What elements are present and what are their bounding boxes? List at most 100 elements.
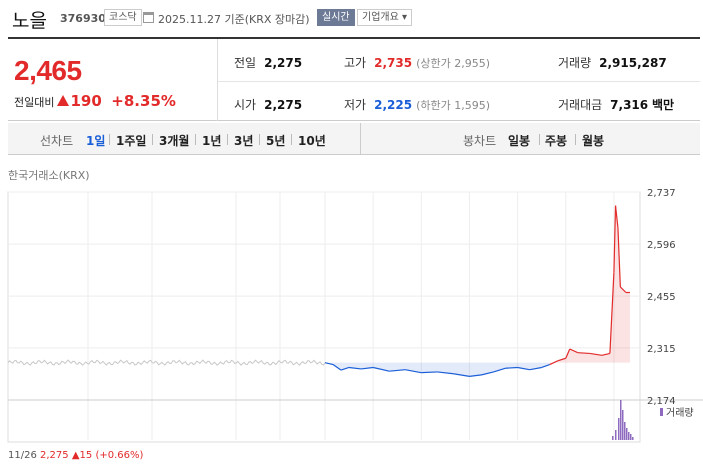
price-segment bbox=[349, 366, 362, 370]
stock-code: 376930 bbox=[60, 12, 106, 25]
price-segment bbox=[541, 363, 550, 369]
price-segment bbox=[373, 366, 390, 372]
prev-day-summary: 11/26 2,275 ▲15 (+0.66%) bbox=[8, 450, 143, 461]
price-segment bbox=[589, 352, 602, 356]
price-segment bbox=[569, 348, 579, 354]
prev-day-percent: (+0.66%) bbox=[95, 450, 144, 461]
calendar-icon bbox=[143, 12, 154, 23]
period-monthly-candle[interactable]: 월봉 bbox=[582, 134, 605, 148]
low-value: 2,225 bbox=[374, 98, 413, 112]
volume-bar bbox=[630, 434, 632, 440]
period-weekly-candle[interactable]: 주봉 bbox=[545, 134, 568, 148]
change-amount: 190 bbox=[70, 92, 102, 110]
change-label: 전일대비 bbox=[14, 96, 55, 109]
company-overview-dropdown[interactable]: 기업개요 ▾ bbox=[357, 9, 412, 26]
trade-value-cell: 거래대금 7,316 백만 bbox=[558, 96, 674, 113]
y-tick-label: 2,315 bbox=[647, 344, 676, 355]
price-segment bbox=[481, 371, 494, 376]
prev-close-value: 2,275 bbox=[264, 56, 303, 70]
price-segment bbox=[613, 205, 617, 273]
low-cell: 저가 2,225 (하한가 1,595) bbox=[344, 96, 490, 113]
volume-bar bbox=[622, 410, 624, 440]
up-triangle-icon bbox=[57, 95, 70, 106]
prev-close-label: 전일 bbox=[234, 56, 257, 70]
volume-bar bbox=[626, 428, 628, 440]
price-box: 2,465 전일대비 190 +8.35% bbox=[8, 39, 218, 121]
volume-label: 거래량 bbox=[558, 56, 592, 70]
open-value: 2,275 bbox=[264, 98, 303, 112]
loss-area bbox=[325, 362, 550, 377]
separator bbox=[195, 134, 196, 145]
separator bbox=[539, 134, 540, 145]
prev-day-price: 2,275 bbox=[40, 450, 69, 461]
prev-day-line bbox=[7, 359, 326, 366]
candle-chart-label: 봉차트 bbox=[463, 134, 497, 148]
price-segment bbox=[469, 374, 482, 377]
volume-legend-swatch bbox=[660, 408, 663, 416]
high-label: 고가 bbox=[344, 56, 367, 70]
stock-header: 노을 376930 코스닥 2025.11.27 기준(KRX 장마감) 실시간… bbox=[0, 0, 703, 36]
gain-area bbox=[549, 205, 630, 365]
price-segment bbox=[340, 366, 350, 371]
y-tick-label: 2,174 bbox=[647, 396, 676, 407]
high-cell: 고가 2,735 (상한가 2,955) bbox=[344, 54, 490, 71]
intraday-price-chart[interactable]: 11/2710:0011:0012:0013:0014:0015:002,737… bbox=[0, 178, 703, 450]
trade-value: 7,316 bbox=[610, 98, 649, 112]
open-label: 시가 bbox=[234, 98, 257, 112]
plot-frame bbox=[7, 191, 641, 443]
price-segment bbox=[617, 227, 621, 287]
price-segment bbox=[361, 366, 374, 370]
change-percent: +8.35% bbox=[111, 92, 176, 110]
separator bbox=[291, 134, 292, 145]
stock-name: 노을 bbox=[12, 10, 47, 32]
price-segment bbox=[609, 272, 615, 354]
chart-toolbar: 선차트 1일 1주일 3개월 1년 3년 5년 10년 봉차트 일봉 주봉 월봉 bbox=[8, 123, 700, 155]
price-segment bbox=[405, 369, 422, 374]
period-5y[interactable]: 5년 bbox=[266, 134, 286, 148]
period-1d[interactable]: 1일 bbox=[86, 134, 106, 148]
separator bbox=[109, 134, 110, 145]
exchange-label: 한국거래소(KRX) bbox=[8, 169, 90, 182]
current-price: 2,465 bbox=[14, 55, 82, 86]
price-segment bbox=[505, 366, 518, 369]
volume-value: 2,915,287 bbox=[599, 56, 667, 70]
price-segment bbox=[421, 371, 438, 374]
high-value: 2,735 bbox=[374, 56, 413, 70]
period-10y[interactable]: 10년 bbox=[298, 134, 326, 148]
prev-day-date: 11/26 bbox=[8, 450, 37, 461]
price-segment bbox=[332, 364, 342, 371]
period-1y[interactable]: 1년 bbox=[202, 134, 222, 148]
toolbar-divider bbox=[360, 123, 361, 155]
price-segment bbox=[619, 286, 627, 293]
open-cell: 시가 2,275 bbox=[234, 96, 302, 113]
trade-value-label: 거래대금 bbox=[558, 98, 603, 112]
price-segment bbox=[529, 366, 542, 371]
period-3y[interactable]: 3년 bbox=[234, 134, 254, 148]
volume-bar bbox=[632, 437, 634, 440]
period-daily-candle[interactable]: 일봉 bbox=[508, 134, 531, 148]
price-segment bbox=[577, 352, 590, 355]
prev-day-change: ▲15 bbox=[71, 450, 93, 461]
price-segment bbox=[614, 205, 619, 228]
line-chart-label: 선차트 bbox=[40, 134, 74, 148]
realtime-button[interactable]: 실시간 bbox=[317, 9, 355, 26]
y-tick-label: 2,737 bbox=[647, 188, 676, 199]
y-tick-label: 2,596 bbox=[647, 240, 676, 251]
change-line: 전일대비 190 +8.35% bbox=[14, 92, 176, 110]
volume-bar bbox=[615, 430, 617, 440]
prev-close-cell: 전일 2,275 bbox=[234, 54, 302, 71]
volume-bar bbox=[618, 418, 620, 440]
market-badge: 코스닥 bbox=[104, 9, 142, 26]
separator bbox=[227, 134, 228, 145]
trade-value-unit: 백만 bbox=[651, 98, 675, 112]
price-segment bbox=[324, 362, 334, 366]
volume-bar bbox=[628, 432, 630, 440]
period-3m[interactable]: 3개월 bbox=[159, 134, 190, 148]
upper-limit: (상한가 2,955) bbox=[416, 57, 490, 70]
volume-bar bbox=[612, 436, 614, 440]
period-1w[interactable]: 1주일 bbox=[116, 134, 147, 148]
price-segment bbox=[557, 357, 566, 362]
price-segment bbox=[389, 369, 406, 372]
volume-legend-label: 거래량 bbox=[666, 407, 694, 419]
price-segment bbox=[549, 360, 558, 366]
